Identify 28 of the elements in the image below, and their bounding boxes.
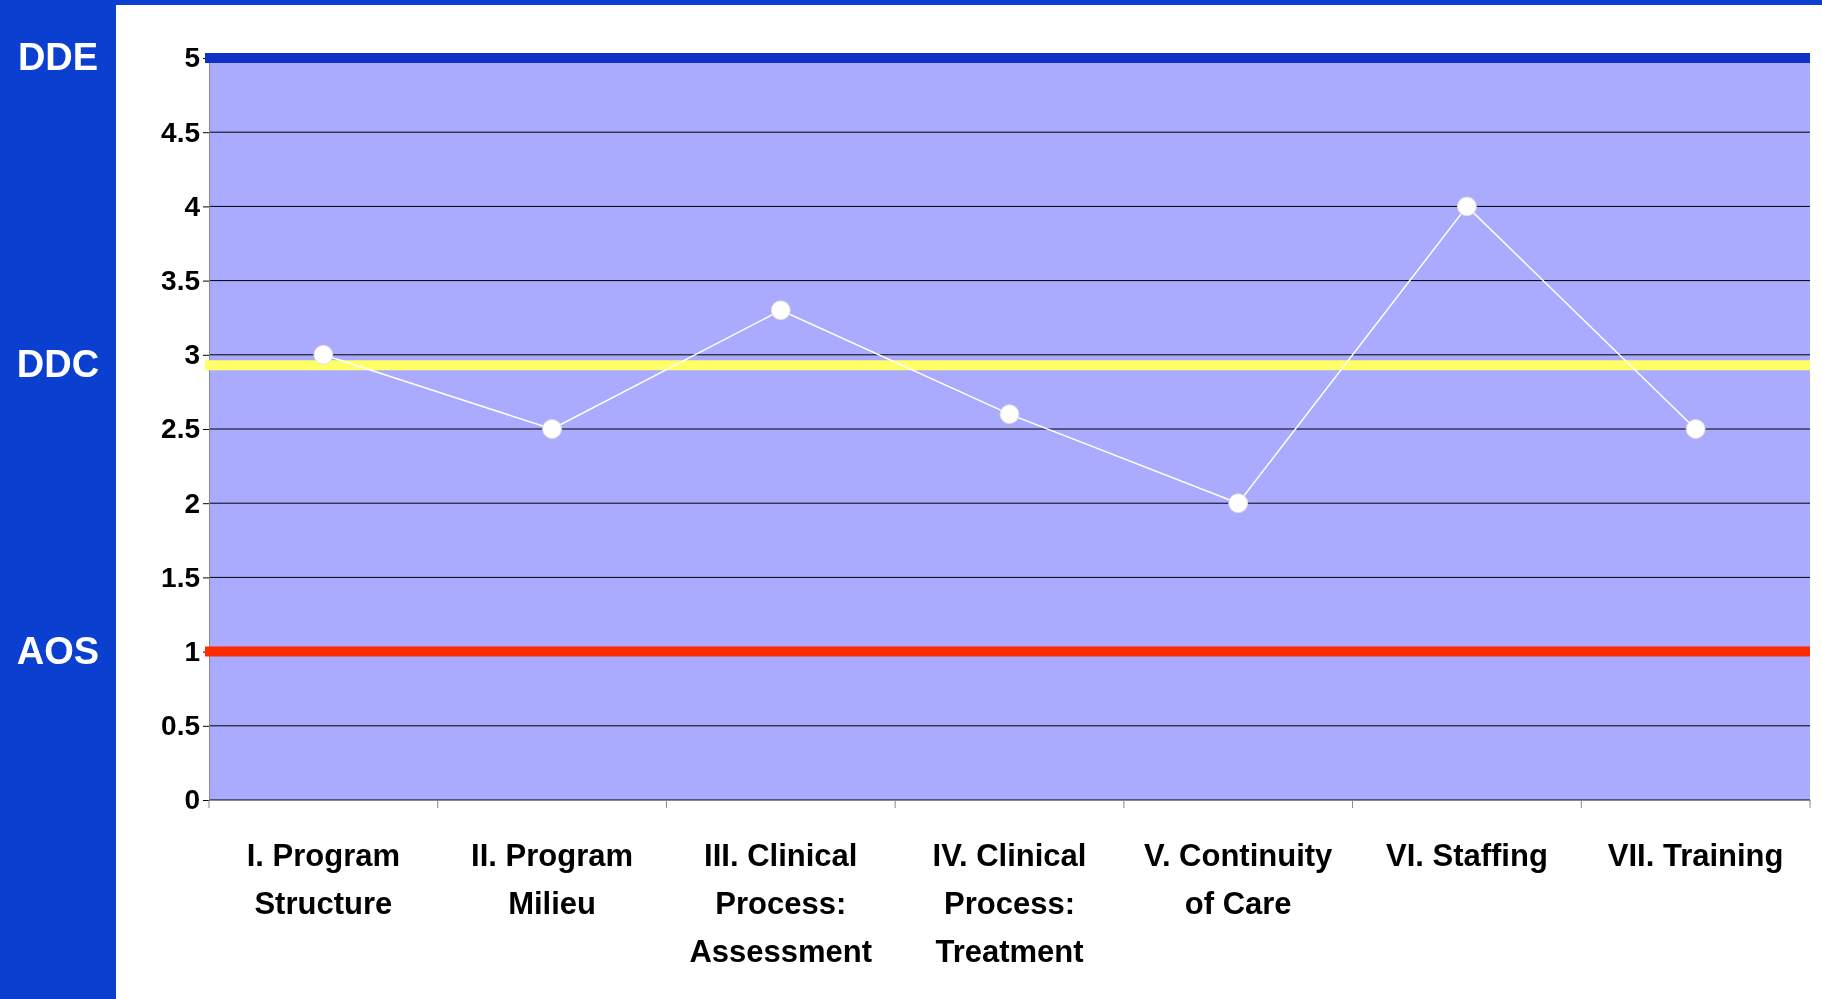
point bbox=[1456, 196, 1477, 217]
point bbox=[999, 404, 1020, 425]
x-tick-label: VII. Training bbox=[1607, 838, 1784, 873]
x-tick-label: II. Program Milieu bbox=[471, 838, 634, 921]
point bbox=[770, 300, 791, 321]
y-tick-label: 4 bbox=[184, 190, 201, 222]
y-tick-label: 4.5 bbox=[161, 116, 200, 148]
x-tick-label: VI. Staffing bbox=[1385, 838, 1548, 873]
ref-line-label: DDC bbox=[16, 343, 100, 386]
y-tick-label: 1 bbox=[184, 636, 200, 668]
y-tick-label: 2.5 bbox=[161, 413, 200, 445]
y-tick-label: 2 bbox=[184, 487, 200, 519]
point bbox=[313, 344, 334, 365]
y-tick-label: 5 bbox=[184, 42, 200, 74]
y-tick-label: 0 bbox=[184, 784, 200, 816]
ref-line-label: DDE bbox=[17, 36, 99, 78]
y-tick-label: 3.5 bbox=[161, 265, 200, 297]
point bbox=[1685, 419, 1706, 439]
x-tick-label: IV. Clinical Process: Treatment bbox=[932, 838, 1087, 969]
x-tick-label: I. Program Structure bbox=[246, 838, 401, 921]
x-tick-label: V. Continuity of Care bbox=[1144, 838, 1334, 921]
y-tick-label: 3 bbox=[184, 339, 200, 371]
point bbox=[1228, 493, 1249, 514]
ref-line-label: AOS bbox=[16, 629, 100, 672]
x-tick-label: III. Clinical Process: Assessment bbox=[689, 838, 873, 969]
y-tick-label: 0.5 bbox=[161, 710, 200, 742]
y-tick-label: 1.5 bbox=[161, 561, 200, 593]
point bbox=[542, 419, 563, 439]
